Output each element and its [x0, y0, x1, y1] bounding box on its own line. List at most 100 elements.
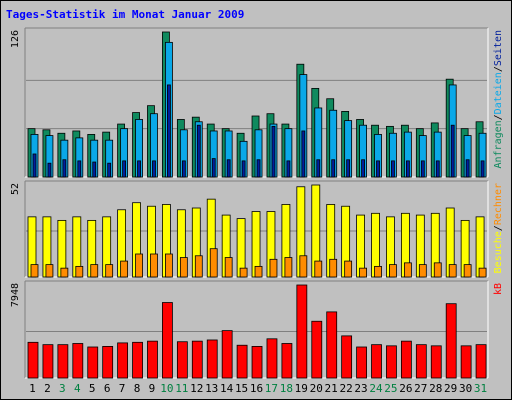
- bar-kb-day-30: [460, 345, 472, 379]
- bar-seiten-day-29: [450, 124, 455, 178]
- bar-rechner-day-16: [254, 265, 263, 278]
- bar-seiten-day-9: [152, 160, 156, 178]
- bar-kb-day-14: [221, 330, 233, 379]
- bar-rechner-day-13: [209, 248, 218, 278]
- bar-rechner-day-6: [105, 264, 114, 278]
- bar-seiten-day-12: [196, 124, 201, 178]
- legend-kb: kB: [493, 283, 504, 295]
- day-label-3: 3: [59, 382, 66, 395]
- day-label-26: 26: [399, 382, 412, 395]
- bar-rechner-day-24: [374, 265, 382, 278]
- day-label-15: 15: [235, 382, 248, 395]
- bar-seiten-day-5: [92, 161, 97, 178]
- day-label-11: 11: [175, 382, 188, 395]
- bar-kb-day-24: [371, 344, 382, 379]
- bar-seiten-day-26: [405, 160, 410, 178]
- bar-rechner-day-30: [463, 264, 472, 278]
- legend-separator: /: [493, 66, 504, 72]
- bar-seiten-day-3: [62, 159, 67, 178]
- bar-kb-day-8: [132, 341, 143, 379]
- bar-kb-day-26: [400, 340, 412, 379]
- legend-labels: Anfragen/Dateien/Seiten: [493, 30, 504, 169]
- bar-kb-day-20: [311, 320, 323, 379]
- bar-seiten-day-8: [137, 160, 141, 178]
- bar-besuche-day-23: [356, 214, 365, 278]
- bar-rechner-day-1: [30, 264, 39, 278]
- bar-kb-day-16: [251, 346, 263, 379]
- day-label-7: 7: [119, 382, 126, 395]
- bar-kb-day-13: [206, 339, 218, 379]
- day-label-30: 30: [459, 382, 472, 395]
- bar-kb-day-18: [281, 343, 293, 379]
- bar-seiten-day-10: [167, 84, 171, 178]
- bar-seiten-day-28: [435, 160, 440, 178]
- bar-rechner-day-8: [135, 253, 143, 278]
- day-label-5: 5: [89, 382, 96, 395]
- bar-rechner-day-5: [90, 264, 99, 278]
- bar-seiten-day-4: [77, 160, 82, 178]
- bar-seiten-day-20: [316, 159, 321, 178]
- day-label-23: 23: [354, 382, 367, 395]
- bar-rechner-day-23: [359, 267, 367, 278]
- y-max-label: 126: [10, 30, 21, 48]
- legend-separator: /: [493, 114, 504, 120]
- day-label-17: 17: [265, 382, 278, 395]
- bar-rechner-day-4: [75, 265, 84, 278]
- bar-rechner-day-19: [299, 255, 308, 278]
- bar-rechner-day-15: [239, 267, 248, 278]
- legend-rechner: Rechner: [493, 183, 504, 225]
- bar-seiten-day-18: [286, 160, 291, 178]
- day-label-25: 25: [384, 382, 397, 395]
- bar-kb-day-3: [57, 344, 69, 379]
- bar-seiten-day-23: [361, 159, 365, 178]
- bar-kb-day-9: [147, 340, 158, 379]
- day-label-13: 13: [205, 382, 218, 395]
- legend-dateien: Dateien: [493, 72, 504, 114]
- bar-kb-day-27: [415, 344, 427, 379]
- bar-rechner-day-3: [60, 267, 69, 278]
- bar-rechner-day-9: [150, 253, 158, 278]
- bar-rechner-day-26: [403, 262, 412, 278]
- bar-rechner-day-22: [344, 260, 353, 278]
- day-label-19: 19: [295, 382, 308, 395]
- day-label-31: 31: [474, 382, 487, 395]
- bar-seiten-day-22: [346, 159, 351, 178]
- bar-kb-day-23: [356, 346, 367, 379]
- bar-rechner-day-17: [269, 258, 278, 278]
- bar-seiten-day-16: [256, 159, 261, 178]
- legend-labels: kB: [493, 283, 504, 295]
- day-label-28: 28: [429, 382, 442, 395]
- day-label-1: 1: [29, 382, 36, 395]
- bar-rechner-day-20: [314, 260, 323, 278]
- bar-rechner-day-31: [478, 267, 487, 278]
- bar-rechner-day-28: [433, 262, 442, 278]
- legend-anfragen: Anfragen: [493, 120, 504, 168]
- bar-seiten-day-15: [241, 160, 246, 178]
- day-label-4: 4: [74, 382, 81, 395]
- day-label-29: 29: [444, 382, 457, 395]
- bar-seiten-day-24: [376, 160, 380, 178]
- bar-rechner-day-27: [418, 264, 427, 278]
- bar-kb-day-28: [430, 345, 442, 379]
- bar-kb-day-7: [117, 342, 129, 379]
- bar-seiten-day-21: [331, 159, 336, 178]
- bar-kb-day-1: [27, 341, 39, 379]
- bar-seiten-day-30: [465, 159, 470, 178]
- day-label-21: 21: [325, 382, 338, 395]
- bar-kb-day-6: [102, 346, 114, 379]
- bar-kb-day-22: [341, 335, 353, 379]
- bar-seiten-day-6: [107, 162, 112, 178]
- bar-kb-day-2: [42, 344, 54, 379]
- bar-seiten-day-2: [47, 162, 52, 178]
- chart-title: Tages-Statistik im Monat Januar 2009: [6, 8, 244, 21]
- day-label-16: 16: [250, 382, 263, 395]
- day-label-20: 20: [310, 382, 323, 395]
- bar-kb-day-12: [191, 340, 203, 379]
- bar-kb-day-5: [87, 346, 99, 379]
- bar-kb-day-17: [266, 338, 278, 379]
- bar-kb-day-11: [176, 341, 188, 379]
- day-label-18: 18: [280, 382, 293, 395]
- bar-seiten-day-19: [301, 130, 306, 178]
